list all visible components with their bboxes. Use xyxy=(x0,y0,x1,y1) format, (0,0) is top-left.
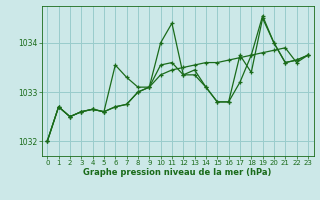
X-axis label: Graphe pression niveau de la mer (hPa): Graphe pression niveau de la mer (hPa) xyxy=(84,168,272,177)
